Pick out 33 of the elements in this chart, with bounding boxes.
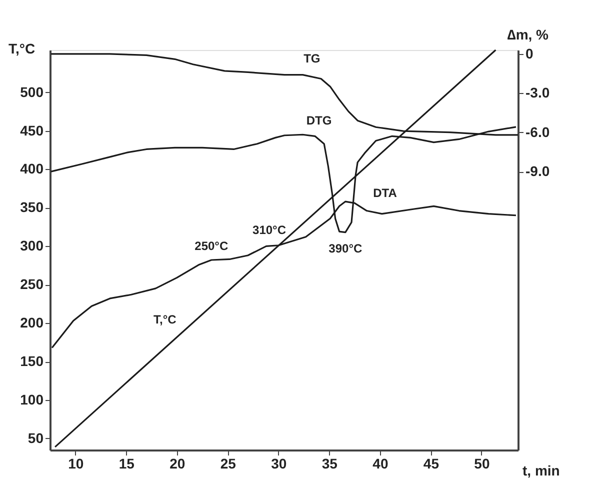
annotation: DTG <box>306 113 332 128</box>
y2-tick-label: -6.0 <box>526 124 550 140</box>
y-tick-label: 250 <box>20 276 44 292</box>
y-axis-title: T,°C <box>8 40 36 56</box>
y-tick-label: 300 <box>20 238 44 254</box>
y-tick-label: 100 <box>20 392 44 408</box>
y-tick-label: 200 <box>20 314 44 331</box>
annotation: TG <box>304 52 320 66</box>
annotation: DTA <box>373 186 398 200</box>
y-tick-label: 450 <box>20 122 44 138</box>
annotation: T,°C <box>154 312 177 326</box>
x-tick-label: 35 <box>322 456 338 472</box>
x-axis-title: t, min <box>522 462 560 478</box>
y-tick-label: 500 <box>20 84 44 100</box>
x-tick-label: 50 <box>474 456 490 472</box>
x-tick-label: 20 <box>170 456 186 472</box>
y2-tick-label: 0 <box>526 45 534 62</box>
annotation: 250°C <box>194 239 228 253</box>
y-tick-label: 400 <box>20 160 44 177</box>
x-tick-label: 25 <box>220 456 236 472</box>
annotation: 390°C <box>328 241 362 256</box>
x-tick-label: 45 <box>423 456 440 472</box>
annotation: 310°C <box>252 223 286 238</box>
y2-axis-title: ∆m, % <box>507 26 550 42</box>
y2-tick-label: -3.0 <box>526 84 550 101</box>
x-tick-label: 15 <box>118 456 135 472</box>
x-tick-label: 30 <box>271 456 287 472</box>
x-tick-label: 40 <box>372 456 388 472</box>
y-tick-label: 350 <box>20 199 44 216</box>
x-tick-label: 10 <box>68 456 84 472</box>
y-tick-label: 50 <box>28 430 44 446</box>
y-tick-label: 150 <box>20 353 44 370</box>
y2-tick-label: -9.0 <box>526 163 550 180</box>
